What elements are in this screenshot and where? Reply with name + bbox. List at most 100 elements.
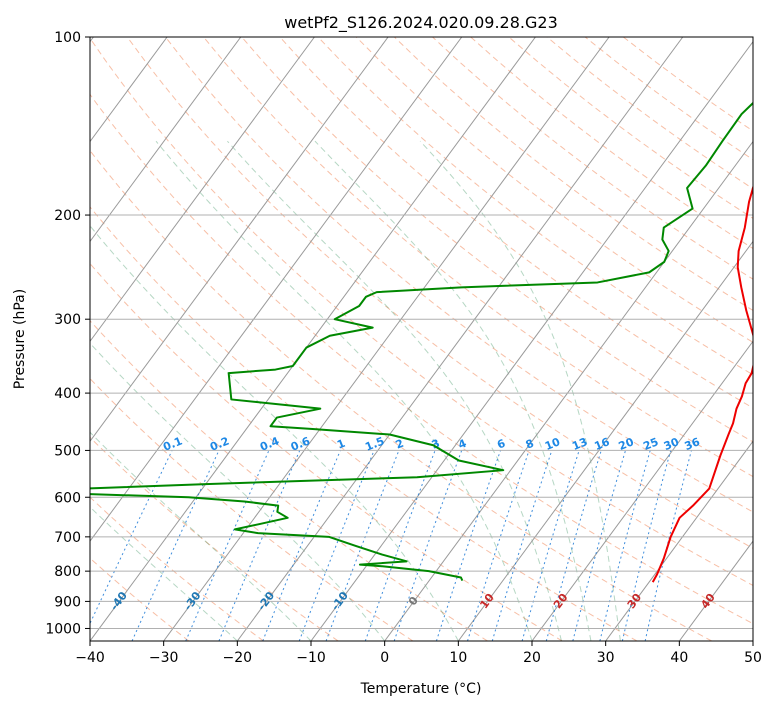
x-axis: −40 −30 −20 −10 0 10 20 30 40 50: [75, 641, 762, 666]
moist-adiabat: [227, 140, 562, 641]
y-tick-label: 1000: [45, 621, 81, 637]
y-axis-title: Pressure (hPa): [12, 289, 28, 389]
mixing-ratio-label: 8: [524, 437, 536, 452]
dry-adiabat: [90, 320, 488, 641]
isotherm-label: -10: [329, 589, 351, 613]
mixing-ratio-label: 6: [495, 437, 507, 452]
dry-adiabat: [90, 436, 339, 641]
isotherm: [310, 40, 753, 641]
isotherm: [752, 640, 753, 641]
mixing-ratio-line: [131, 450, 220, 641]
x-tick-label: 30: [597, 650, 615, 666]
x-tick-label: −20: [223, 650, 253, 666]
isotherm-label: -40: [108, 589, 130, 613]
sounding-profiles: [90, 101, 753, 583]
mixing-ratio-line: [521, 450, 580, 641]
y-tick-label: 200: [54, 208, 81, 224]
mixing-ratio-line: [364, 450, 436, 641]
mixing-ratio-label: 2: [394, 437, 406, 452]
mixing-ratio-label: 3: [430, 437, 442, 452]
y-tick-label: 800: [54, 564, 81, 580]
y-tick-label: 100: [54, 30, 81, 46]
x-tick-label: −30: [149, 650, 179, 666]
dry-adiabat: [355, 37, 753, 343]
isoline-labels: -40 -30 -20 -10 0 10 20 30 400.1 0.2 0.4 0.6 1 1.5 2 3 4…: [108, 434, 718, 613]
mixing-ratio-label: 4: [456, 437, 468, 452]
isotherm-label: 40: [698, 591, 718, 611]
isotherm-label: 30: [625, 591, 645, 611]
isotherm-label: -20: [255, 589, 277, 613]
mixing-ratio-line: [599, 450, 651, 641]
mixing-ratio-label: 16: [592, 435, 611, 453]
dry-adiabat: [622, 37, 753, 132]
moist-adiabat: [90, 225, 459, 641]
isotherm: [531, 340, 753, 641]
mixing-ratio-line: [218, 450, 301, 641]
dry-adiabat: [165, 37, 753, 513]
mixing-ratio-label: 20: [617, 435, 636, 453]
mixing-ratio-label: 1.5: [363, 434, 386, 453]
isotherm: [90, 37, 168, 143]
isotherm: [384, 140, 753, 641]
isotherm: [163, 37, 610, 641]
y-tick-label: 400: [54, 386, 81, 402]
mixing-ratio-line: [298, 450, 375, 641]
x-axis-title: Temperature (°C): [360, 681, 482, 697]
dry-adiabat: [90, 262, 563, 641]
dry-adiabat: [546, 37, 753, 190]
temperature-profile: [651, 184, 753, 583]
mixing-ratio-line: [185, 450, 270, 641]
dry-adiabat: [90, 377, 414, 641]
mixing-ratio-line: [621, 450, 672, 641]
mixing-ratio-label: 0.1: [161, 434, 184, 453]
dry-adiabat: [90, 37, 753, 587]
isotherm: [90, 37, 389, 443]
isotherm: [90, 37, 536, 641]
y-axis: 100 200 300 400 500 600 700 800 900 1000: [45, 30, 90, 637]
dry-adiabat: [90, 149, 712, 641]
dry-adiabat: [432, 37, 753, 280]
mixing-ratio-label: 30: [662, 435, 681, 453]
y-tick-label: 600: [54, 490, 81, 506]
pressure-gridlines: [90, 37, 753, 629]
mixing-ratio-line: [435, 450, 502, 641]
mixing-ratio-line: [467, 450, 530, 641]
y-tick-label: 500: [54, 443, 81, 459]
isotherm: [605, 440, 753, 641]
dry-adiabat: [90, 93, 753, 625]
isotherm-label: 10: [477, 591, 497, 611]
mixing-ratio-line: [644, 450, 692, 641]
mixing-ratio-label: 36: [683, 435, 702, 453]
moist-adiabat: [155, 140, 533, 641]
mixing-ratio-label: 1: [335, 437, 347, 452]
isotherm-label: 0: [406, 594, 421, 608]
y-tick-label: 300: [54, 312, 81, 328]
mixing-ratio-line: [572, 450, 626, 641]
mixing-ratio-label: 25: [641, 435, 660, 453]
mixing-ratio-line: [325, 450, 400, 641]
mixing-ratio-line: [545, 450, 602, 641]
y-tick-label: 700: [54, 530, 81, 546]
mixing-ratio-label: 13: [570, 435, 589, 453]
mixing-ratio-line: [90, 450, 173, 625]
isotherm: [90, 37, 242, 243]
isotherm: [236, 37, 684, 641]
x-tick-label: 0: [380, 650, 389, 666]
dry-adiabat: [508, 37, 753, 219]
x-tick-label: 20: [523, 650, 541, 666]
isotherm: [678, 540, 753, 641]
y-tick-label: 900: [54, 594, 81, 610]
dry-adiabat: [90, 496, 264, 641]
mixing-ratio-line: [393, 450, 463, 641]
mixing-ratio-label: 0.2: [208, 434, 231, 453]
moist-adiabat: [90, 506, 238, 641]
isotherm: [90, 37, 463, 542]
dewpoint-profile: [90, 101, 753, 582]
dry-adiabat: [470, 37, 753, 250]
mixing-ratio-line: [262, 450, 341, 641]
isotherm: [90, 37, 315, 343]
mixing-ratio-line: [491, 450, 553, 641]
x-tick-label: 40: [670, 650, 688, 666]
x-tick-label: 10: [449, 650, 467, 666]
